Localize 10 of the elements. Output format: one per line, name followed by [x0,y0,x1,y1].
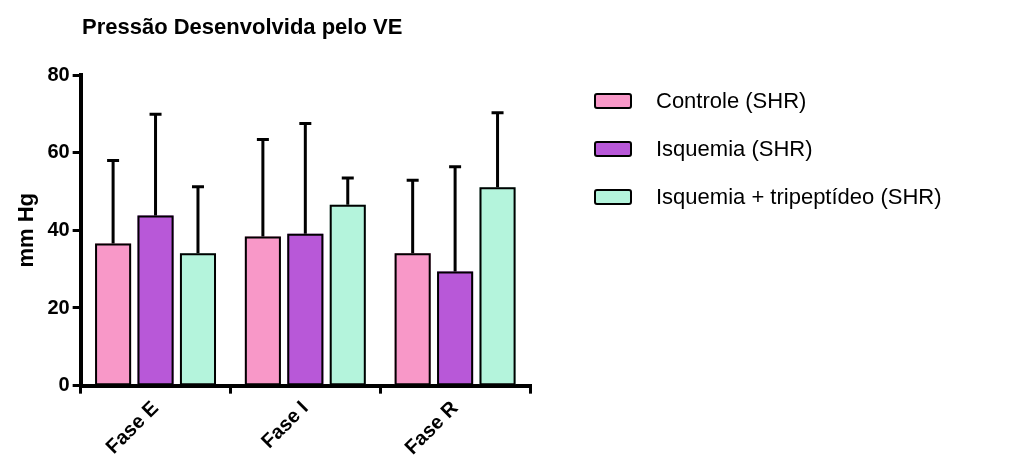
y-tick-label: 20 [47,295,70,318]
legend-label: Controle (SHR) [656,88,807,114]
legend-label: Isquemia (SHR) [656,136,813,162]
y-tick-label: 40 [47,217,70,240]
legend-label: Isquemia + tripeptídeo (SHR) [656,184,942,210]
y-axis-title: mm Hg [13,193,39,268]
y-tick-label: 0 [58,373,70,396]
chart-title: Pressão Desenvolvida pelo VE [82,14,403,40]
y-tick-label: 80 [47,62,70,85]
y-tick-label: 60 [47,140,70,163]
